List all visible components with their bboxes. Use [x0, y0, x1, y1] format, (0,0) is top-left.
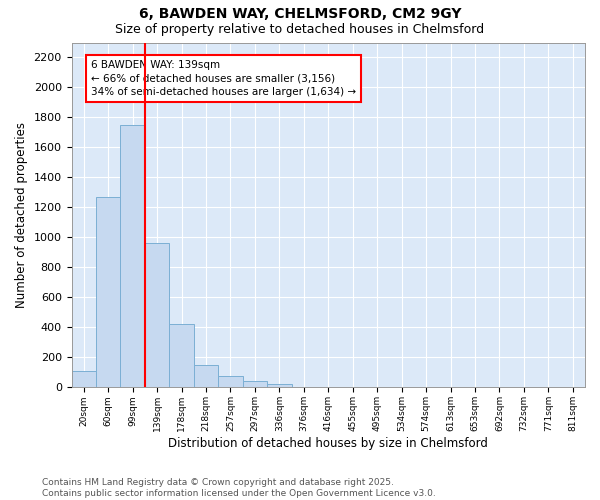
Bar [169, 324, 194, 388]
Y-axis label: Number of detached properties: Number of detached properties [15, 122, 28, 308]
Bar [71, 371, 96, 388]
Bar [194, 365, 218, 388]
Bar [242, 382, 267, 388]
Bar [218, 376, 242, 388]
X-axis label: Distribution of detached houses by size in Chelmsford: Distribution of detached houses by size … [169, 437, 488, 450]
Text: 6 BAWDEN WAY: 139sqm
← 66% of detached houses are smaller (3,156)
34% of semi-de: 6 BAWDEN WAY: 139sqm ← 66% of detached h… [91, 60, 356, 97]
Bar [121, 125, 145, 388]
Text: Contains HM Land Registry data © Crown copyright and database right 2025.
Contai: Contains HM Land Registry data © Crown c… [42, 478, 436, 498]
Bar [267, 384, 292, 388]
Bar [96, 197, 121, 388]
Text: 6, BAWDEN WAY, CHELMSFORD, CM2 9GY: 6, BAWDEN WAY, CHELMSFORD, CM2 9GY [139, 8, 461, 22]
Text: Size of property relative to detached houses in Chelmsford: Size of property relative to detached ho… [115, 22, 485, 36]
Bar [145, 244, 169, 388]
